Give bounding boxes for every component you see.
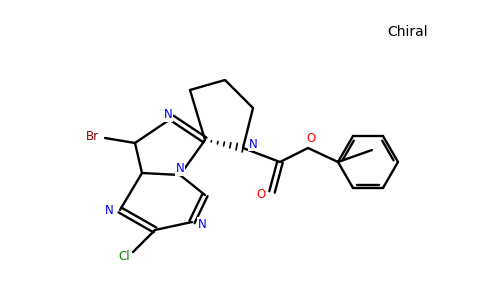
Text: Chiral: Chiral: [388, 25, 428, 39]
Text: N: N: [176, 163, 184, 176]
Text: N: N: [105, 203, 114, 217]
Text: O: O: [257, 188, 266, 200]
Text: N: N: [198, 218, 207, 230]
Text: Br: Br: [86, 130, 99, 142]
Text: N: N: [164, 109, 172, 122]
Text: N: N: [249, 137, 258, 151]
Text: O: O: [306, 133, 316, 146]
Text: Cl: Cl: [119, 250, 130, 263]
